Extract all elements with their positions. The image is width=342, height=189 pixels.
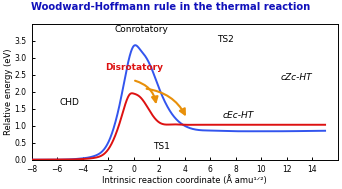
Text: Conrotatory: Conrotatory	[115, 25, 168, 33]
Text: TS2: TS2	[216, 35, 233, 44]
Text: Woodward-Hoffmann rule in the thermal reaction: Woodward-Hoffmann rule in the thermal re…	[31, 2, 311, 12]
X-axis label: Intrinsic reaction coordinate (Å amu¹ᐟ²): Intrinsic reaction coordinate (Å amu¹ᐟ²)	[102, 175, 267, 185]
Text: cEc-HT: cEc-HT	[223, 111, 254, 120]
Text: TS1: TS1	[153, 142, 170, 151]
Y-axis label: Relative energy (eV): Relative energy (eV)	[4, 49, 13, 135]
Text: Disrotatory: Disrotatory	[106, 63, 163, 72]
Text: CHD: CHD	[60, 98, 79, 107]
Text: cZc-HT: cZc-HT	[280, 73, 312, 82]
